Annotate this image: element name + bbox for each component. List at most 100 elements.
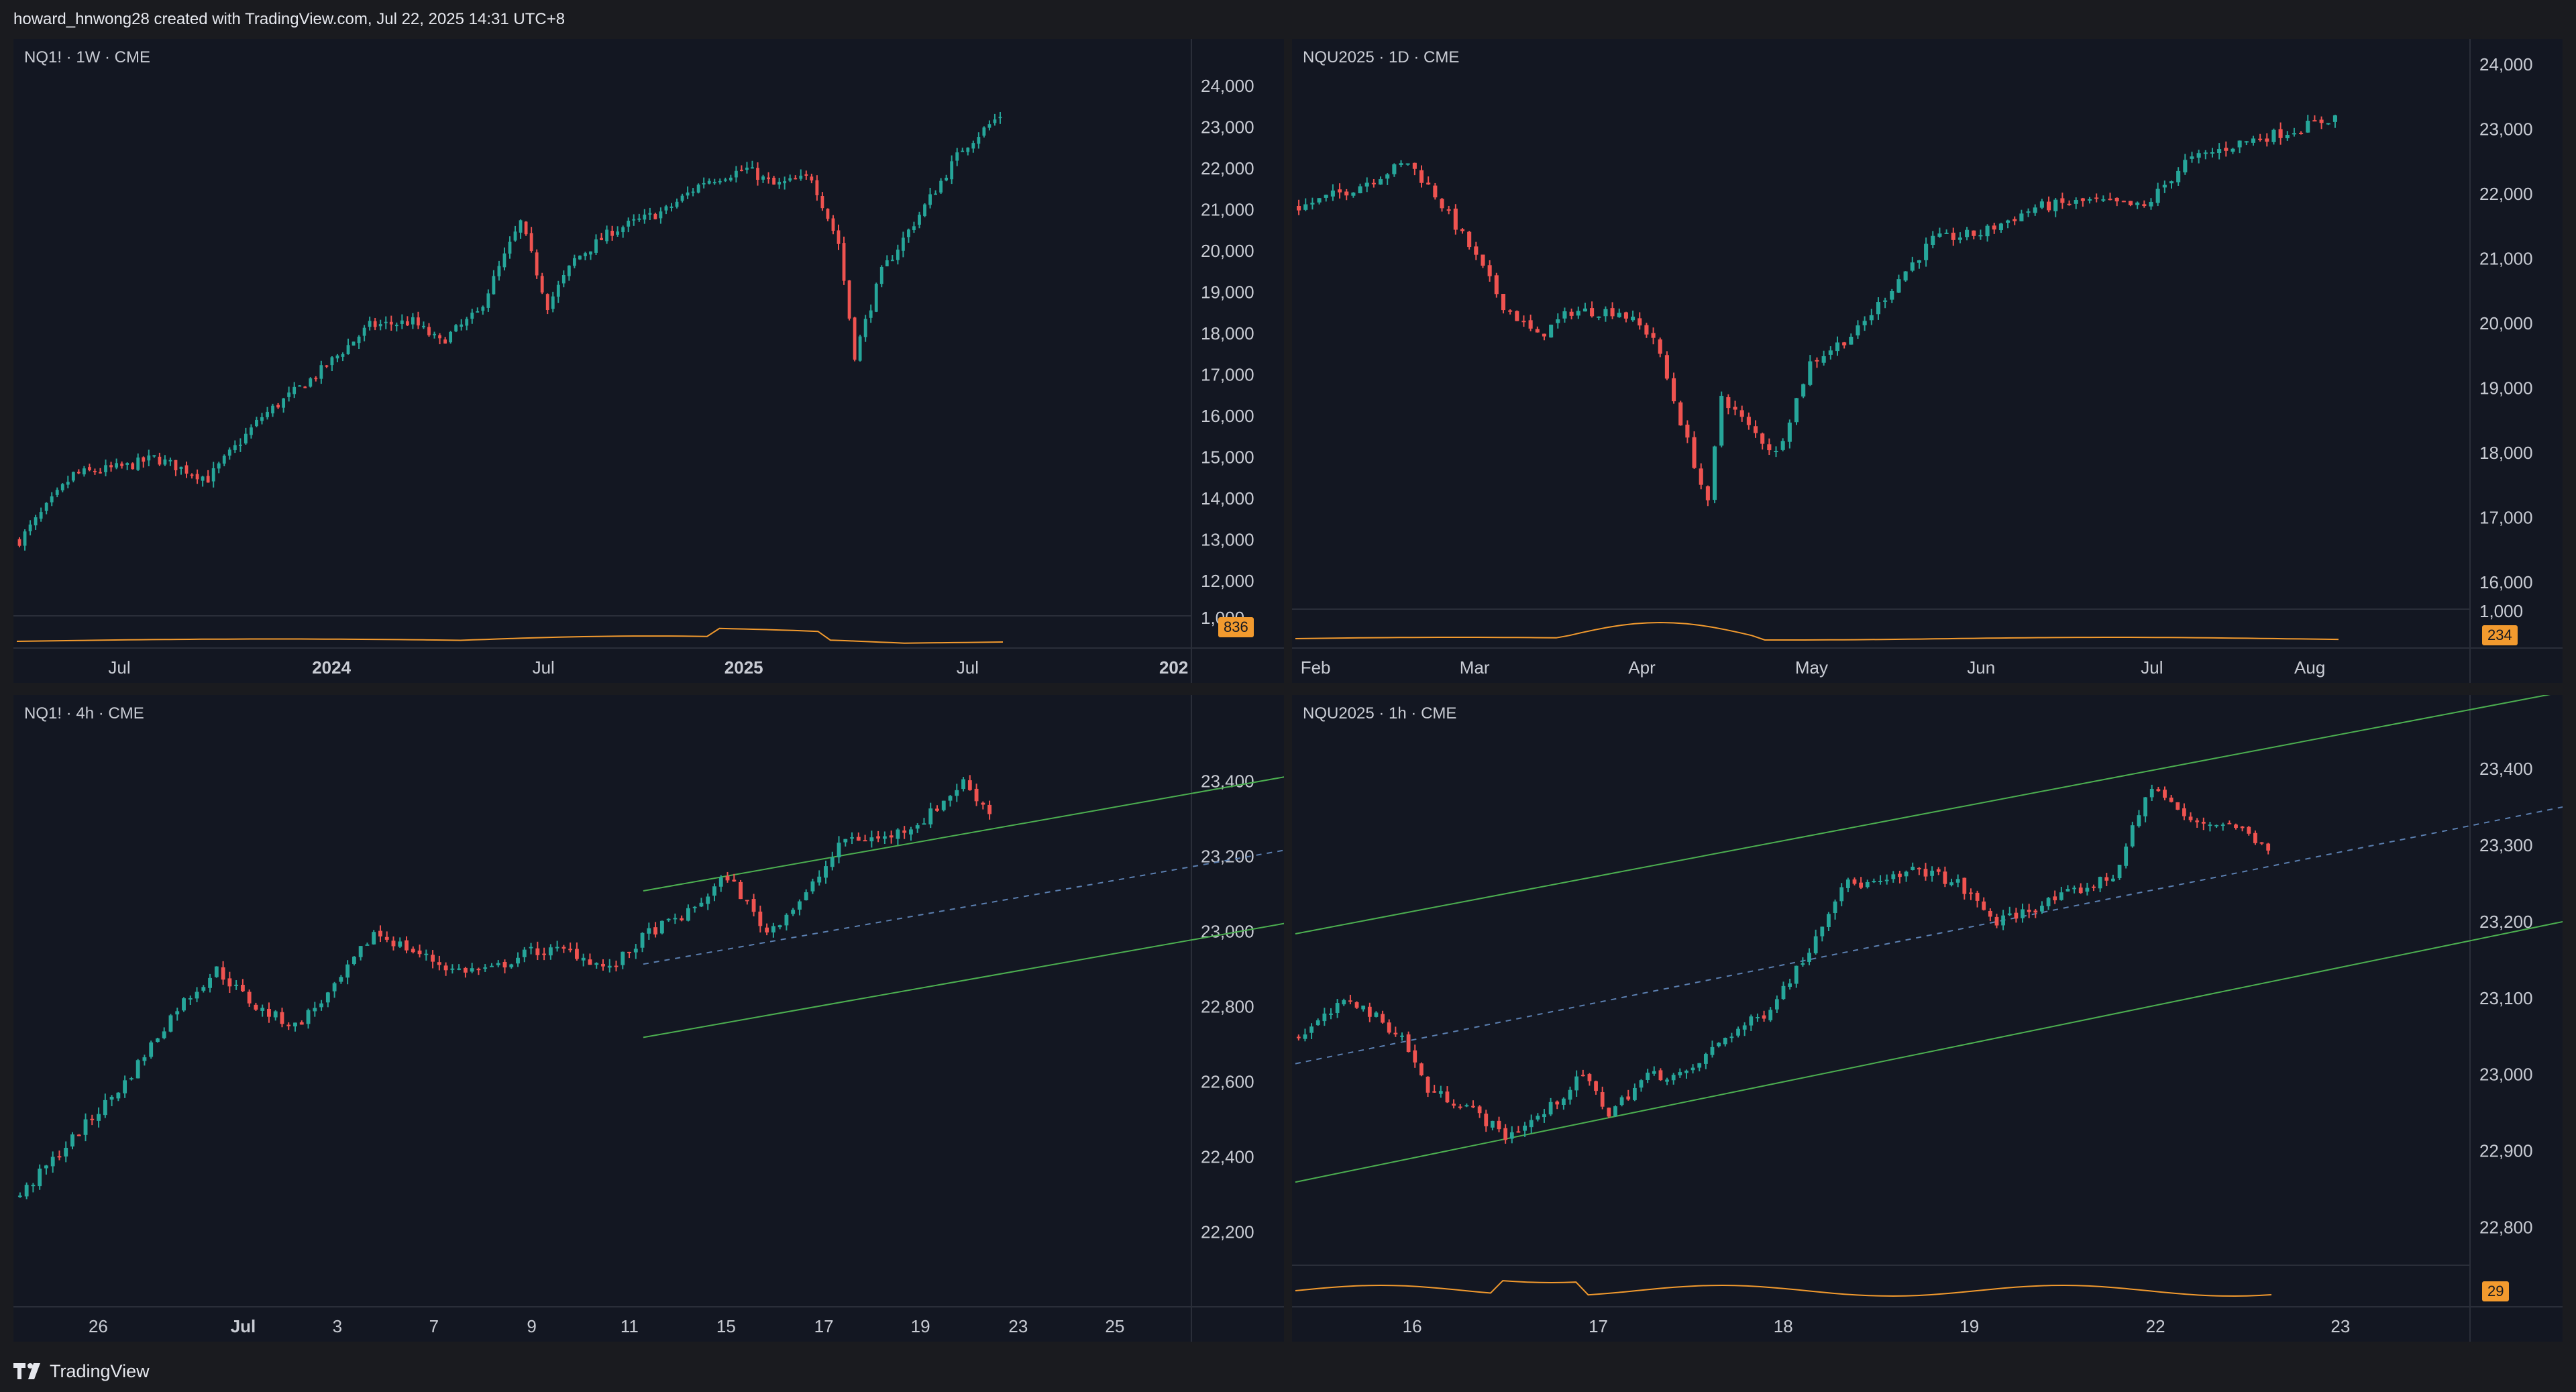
candle-down (184, 465, 189, 474)
candle-down (120, 464, 124, 466)
candle-up (23, 531, 27, 546)
candle-up (1351, 193, 1356, 196)
candle-up (723, 179, 727, 181)
candle-up (691, 191, 695, 193)
candle-down (417, 950, 422, 955)
candle-down (280, 1012, 284, 1024)
candle-down (863, 840, 867, 842)
candle-up (1576, 311, 1580, 316)
candle-up (640, 932, 645, 948)
candle-down (1651, 333, 1656, 338)
candle-up (923, 204, 926, 217)
candle-up (783, 181, 787, 184)
candle-up (1639, 1080, 1644, 1088)
candle-down (1426, 1077, 1430, 1093)
y-tick-label: 16,000 (2479, 572, 2533, 592)
candle-down (1419, 1063, 1424, 1075)
candle-down (2012, 219, 2017, 221)
candle-down (1471, 1106, 1475, 1108)
candle-up (156, 1038, 160, 1042)
candle-up (1713, 446, 1717, 500)
chart-svg-1h[interactable]: 23,400 23,300 23,200 23,100 23,000 22,900 22,8… (1292, 695, 2563, 1342)
candle-up (2190, 156, 2194, 159)
x-tick-label: Aug (2294, 657, 2325, 678)
candle-up (125, 463, 129, 465)
candle-down (1432, 1091, 1437, 1093)
candle-down (2240, 826, 2245, 828)
candle-up (1845, 879, 1850, 888)
chart-panel-daily[interactable]: 24,000 23,000 22,000 21,000 20,000 19,000 18,0… (1292, 39, 2563, 683)
footer-bar: TradingView (0, 1350, 2576, 1392)
candle-up (594, 239, 598, 253)
candle-down (247, 992, 252, 1004)
candle-down (1371, 182, 1376, 184)
candle-up (1491, 1120, 1495, 1128)
candle-up (1904, 871, 1909, 877)
candle-up (1374, 1012, 1379, 1017)
candle-up (66, 482, 70, 485)
candle-up (1392, 164, 1397, 174)
candle-up (1400, 1035, 1404, 1037)
candle-up (993, 119, 997, 123)
candle-up (551, 296, 555, 309)
x-tick-label: Jun (1967, 657, 1995, 678)
candle-up (330, 357, 334, 366)
candle-down (2247, 826, 2251, 834)
candle-up (222, 456, 226, 464)
candle-up (481, 307, 485, 311)
candle-up (103, 1100, 107, 1116)
candle-up (2176, 170, 2181, 182)
candle-up (38, 1169, 42, 1187)
x-tick-label: 7 (429, 1316, 439, 1336)
candle-down (2128, 201, 2133, 205)
candle-down (405, 321, 409, 325)
candle-down (2067, 203, 2072, 205)
candle-down (1487, 265, 1492, 276)
chart-svg-4h[interactable]: 23,400 23,200 23,000 22,800 22,600 22,400 22,2… (13, 695, 1284, 1342)
candle-down (1467, 231, 1472, 248)
candle-down (2104, 877, 2109, 881)
candle-up (934, 193, 937, 195)
candle-up (791, 910, 796, 914)
chart-panel-weekly[interactable]: 24,000 23,000 22,000 21,000 20,000 19,000 18,0… (13, 39, 1284, 683)
candle-up (319, 1003, 324, 1008)
candle-up (31, 1185, 36, 1187)
candle-down (1393, 1032, 1398, 1034)
candle-up (211, 468, 215, 482)
candle-up (1717, 1042, 1721, 1047)
chart-panel-4h[interactable]: 23,400 23,200 23,000 22,800 22,600 22,400 22,2… (13, 695, 1284, 1342)
candle-up (901, 237, 905, 251)
chart-svg-daily[interactable]: 24,000 23,000 22,000 21,000 20,000 19,000 18,0… (1292, 39, 2563, 683)
candle-up (1385, 174, 1390, 179)
candle-up (39, 512, 43, 519)
x-tick-label: 19 (1960, 1316, 1979, 1336)
x-tick-label: 16 (1403, 1316, 1422, 1336)
candle-up (971, 143, 975, 149)
candle-down (190, 474, 194, 476)
tradingview-logo[interactable]: TradingView (13, 1360, 150, 1382)
candle-up (869, 837, 874, 842)
candle-up (142, 1057, 147, 1061)
candle-down (384, 936, 389, 940)
candle-down (765, 927, 769, 932)
candle-up (2053, 199, 2058, 211)
candle-up (948, 796, 953, 801)
candle-down (1419, 170, 1424, 183)
candle-up (955, 790, 959, 796)
y-tick-label: 23,000 (1201, 922, 1254, 942)
candle-down (568, 949, 573, 951)
chart-svg-weekly[interactable]: 24,000 23,000 22,000 21,000 20,000 19,000 18,0… (13, 39, 1284, 683)
candle-up (2285, 135, 2290, 139)
candle-up (1883, 300, 1888, 302)
chart-panel-1h[interactable]: 23,400 23,300 23,200 23,100 23,000 22,900 22,8… (1292, 695, 2563, 1342)
candle-up (863, 319, 867, 337)
candle-down (2299, 132, 2304, 134)
candle-down (1460, 229, 1465, 231)
candle-up (378, 324, 382, 327)
candle-down (174, 460, 178, 471)
candle-down (2027, 910, 2031, 912)
y-tick-label: 24,000 (2479, 54, 2533, 74)
candle-up (70, 1134, 74, 1147)
candle-down (1685, 425, 1690, 438)
candle-up (2208, 824, 2212, 826)
